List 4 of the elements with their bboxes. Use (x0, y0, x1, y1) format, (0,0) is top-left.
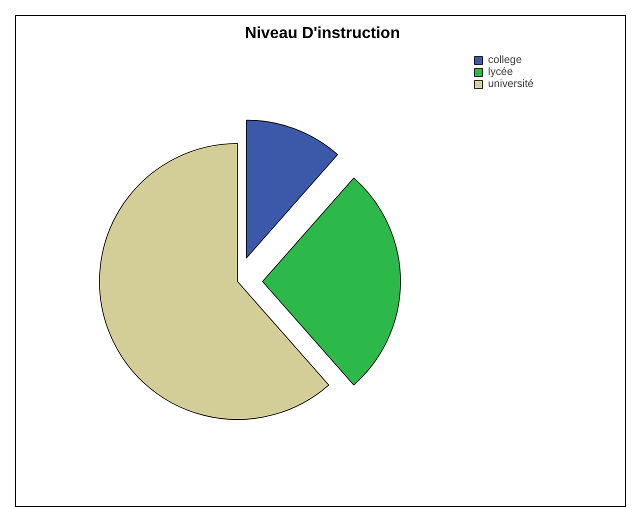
chart-title: Niveau D'instruction (245, 25, 400, 42)
legend-label: université (488, 78, 534, 90)
legend-label: college (488, 54, 522, 66)
legend-label: lycée (488, 66, 513, 78)
